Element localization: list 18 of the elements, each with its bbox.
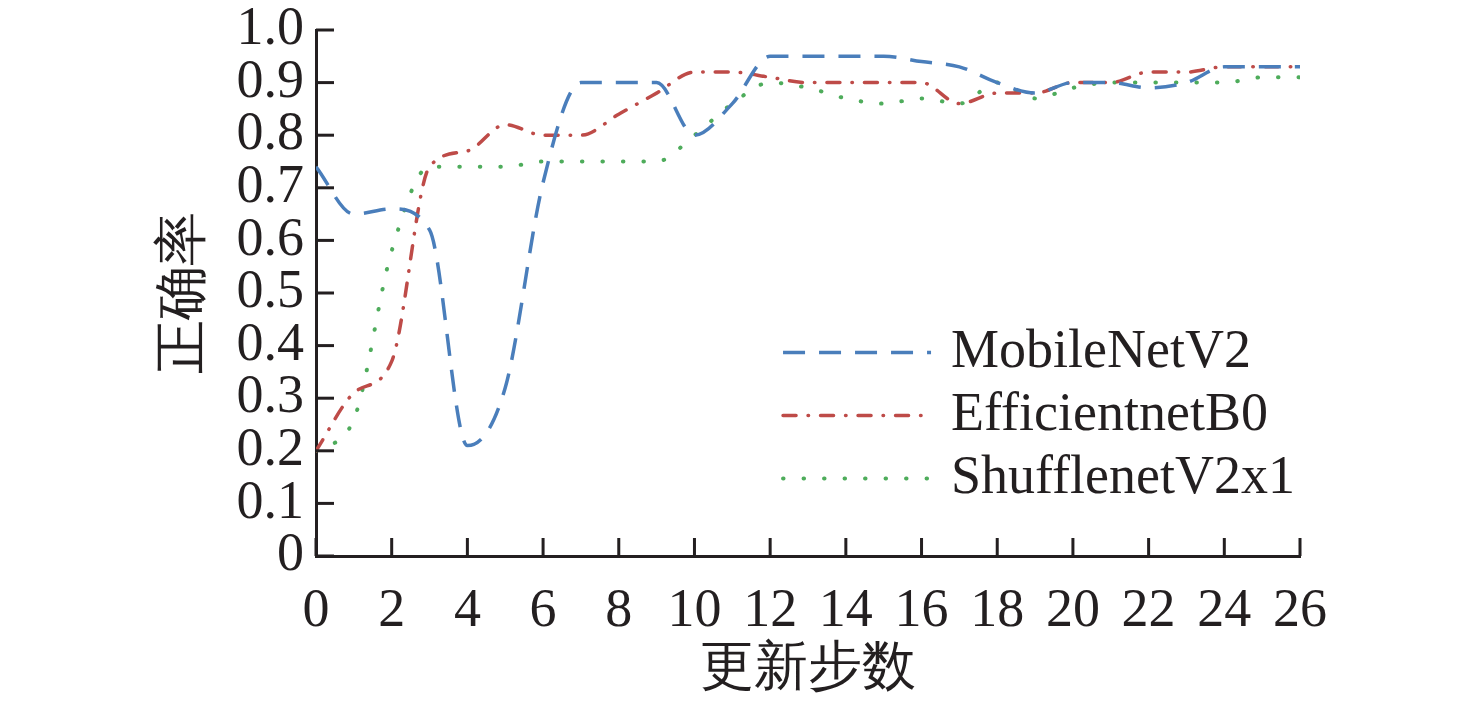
x-tick-label: 26 bbox=[1273, 577, 1327, 638]
legend-label: MobileNetV2 bbox=[951, 318, 1251, 379]
y-axis-title: 正确率 bbox=[150, 212, 211, 374]
x-tick-label: 4 bbox=[453, 577, 481, 638]
x-tick-label: 12 bbox=[743, 577, 798, 638]
x-tick-label: 24 bbox=[1197, 577, 1252, 638]
legend-label: ShufflenetV2x1 bbox=[951, 444, 1296, 505]
x-axis-title: 更新步数 bbox=[700, 635, 916, 696]
x-tick-label: 20 bbox=[1045, 577, 1100, 638]
x-tick-label: 16 bbox=[894, 577, 949, 638]
x-tick-label: 6 bbox=[529, 577, 557, 638]
x-tick-label: 8 bbox=[605, 577, 633, 638]
x-tick-label: 2 bbox=[378, 577, 406, 638]
legend-label: EfficientnetB0 bbox=[951, 381, 1268, 442]
x-tick-label: 22 bbox=[1121, 577, 1176, 638]
x-tick-label: 14 bbox=[818, 577, 873, 638]
x-tick-label: 18 bbox=[970, 577, 1025, 638]
x-tick-label: 10 bbox=[667, 577, 722, 638]
